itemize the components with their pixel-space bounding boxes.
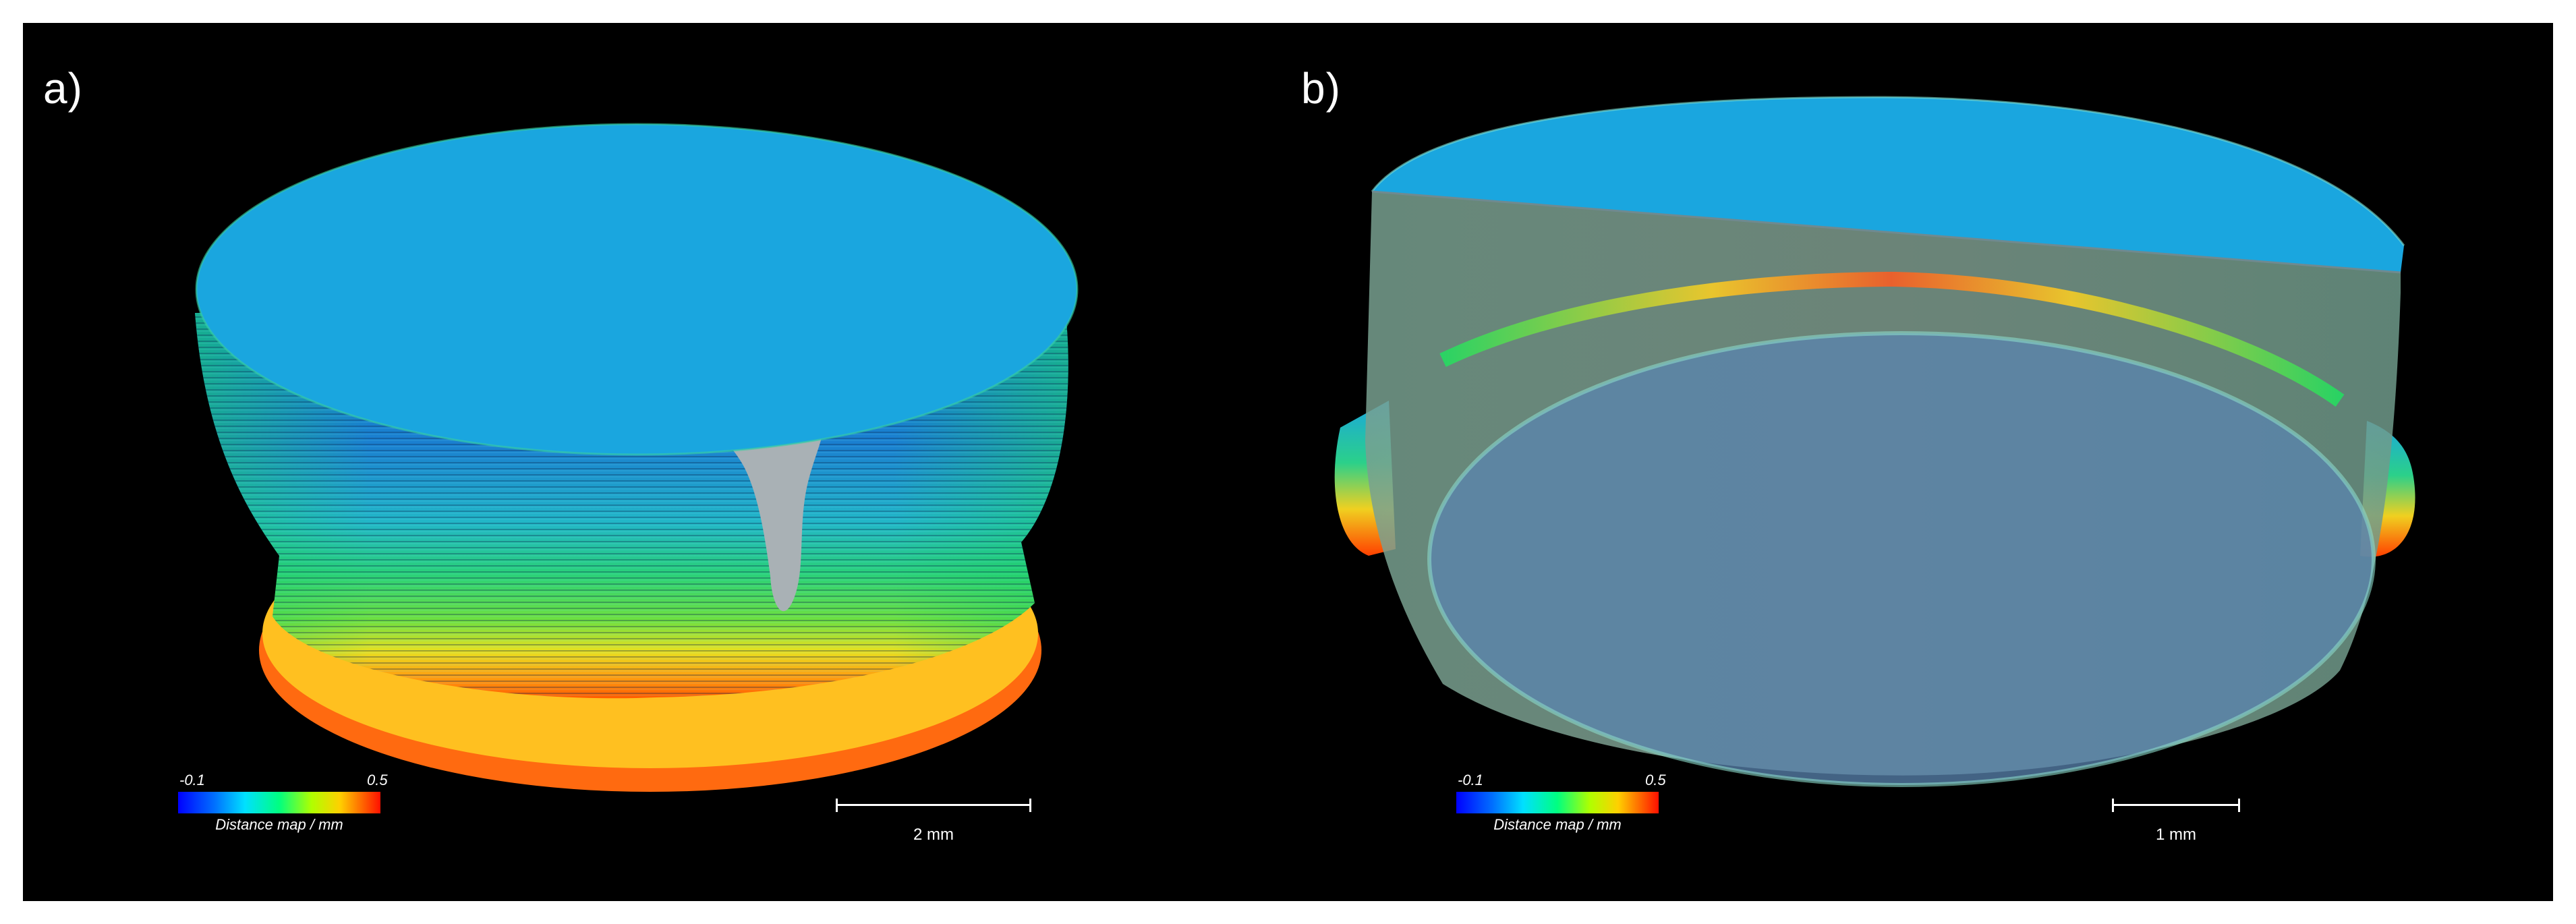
top-face-a bbox=[196, 124, 1077, 455]
scale-bar-tick bbox=[1029, 799, 1031, 812]
legend-max-label: 0.5 bbox=[367, 772, 388, 788]
legend-min-label: -0.1 bbox=[1458, 772, 1483, 788]
scale-bar-tick bbox=[2112, 799, 2114, 812]
legend-title: Distance map / mm bbox=[1493, 816, 1622, 833]
deviation-render-b bbox=[1334, 96, 2415, 787]
legend-min-label: -0.1 bbox=[179, 772, 205, 788]
color-legend: -0.1 0.5 Distance map / mm bbox=[1443, 772, 1666, 853]
legend-max-label: 0.5 bbox=[1645, 772, 1666, 788]
panel-label: a) bbox=[43, 64, 83, 113]
colormap-bar bbox=[178, 792, 380, 813]
panel-label: b) bbox=[1301, 64, 1341, 113]
scale-bar-label: 2 mm bbox=[913, 826, 954, 844]
scale-bar-line bbox=[2112, 804, 2240, 806]
deviation-render-a bbox=[195, 123, 1079, 792]
scale-bar-line bbox=[836, 804, 1031, 806]
legend-title: Distance map / mm bbox=[215, 816, 343, 833]
bottom-face-b bbox=[1429, 333, 2374, 785]
scale-bar-label: 1 mm bbox=[2156, 826, 2196, 844]
top-face-b bbox=[1372, 97, 2404, 272]
panel-b: b) -0.1 0.5 Distance m bbox=[1288, 23, 2553, 901]
colormap-bar bbox=[1456, 792, 1659, 813]
figure-frame: a) -0.1 0.5 Distance m bbox=[23, 23, 2553, 901]
scale-bar-tick bbox=[2238, 799, 2240, 812]
scale-bar-tick bbox=[836, 799, 838, 812]
deviation-arc-b bbox=[1439, 271, 2345, 407]
panel-a: a) -0.1 0.5 Distance m bbox=[23, 23, 1288, 901]
color-legend: -0.1 0.5 Distance map / mm bbox=[165, 772, 388, 853]
